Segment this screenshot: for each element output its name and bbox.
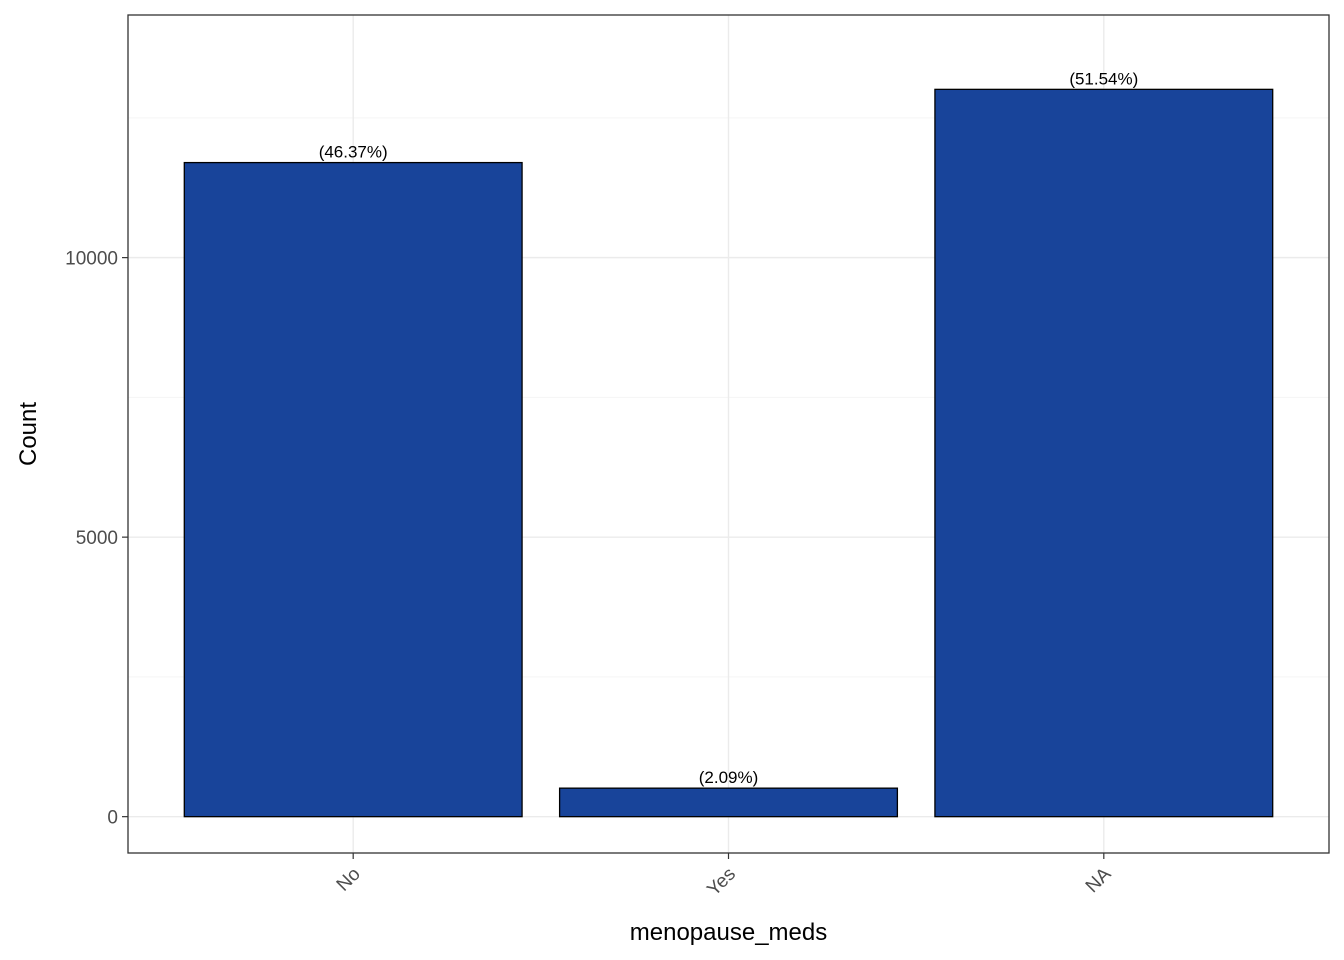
- bars: [183, 88, 1274, 818]
- data-labels: (46.37%) (2.09%) (51.54%): [319, 69, 1139, 787]
- bar-data-label: (2.09%): [699, 768, 759, 787]
- y-tick-label: 10000: [65, 249, 118, 270]
- y-axis-title: Count: [15, 402, 42, 466]
- bar: [183, 161, 523, 818]
- x-tick-label: No: [333, 864, 365, 896]
- bar-data-label: (51.54%): [1069, 69, 1138, 88]
- bar: [558, 787, 899, 818]
- x-tick-label: NA: [1082, 863, 1116, 897]
- x-axis-title: menopause_meds: [630, 919, 827, 946]
- y-axis: 0 5000 10000: [65, 249, 128, 829]
- x-tick-label: Yes: [703, 864, 740, 901]
- bar: [934, 88, 1274, 818]
- y-tick-label: 0: [107, 808, 118, 829]
- bar-data-label: (46.37%): [319, 143, 388, 162]
- y-tick-label: 5000: [76, 528, 118, 549]
- x-axis: No Yes NA: [333, 853, 1116, 900]
